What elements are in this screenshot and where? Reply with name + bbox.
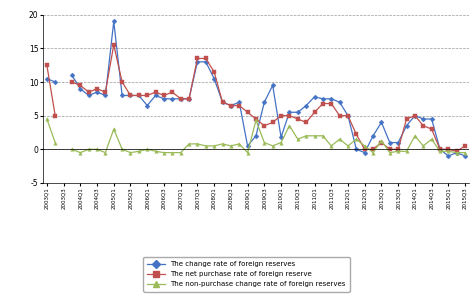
Legend: The change rate of foreign reserves, The net purchase rate of foreign reserve, T: The change rate of foreign reserves, The… [143,257,350,291]
